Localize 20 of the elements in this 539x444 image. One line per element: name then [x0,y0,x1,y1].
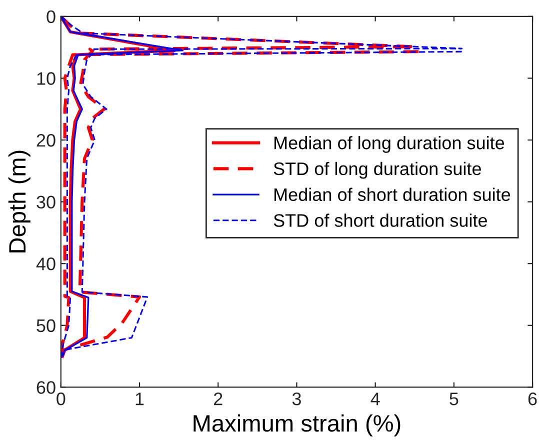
x-axis-title: Maximum strain (%) [194,414,400,436]
x-tick-label: 5 [450,392,458,406]
x-tick-label: 3 [292,392,301,406]
x-tick-label: 4 [370,392,380,406]
legend-label: STD of short duration suite [274,214,487,227]
x-tick-label: 1 [136,392,144,406]
legend-label: Median of long duration suite [274,136,504,153]
y-tick-label: 30 [36,196,56,209]
legend-label: Median of short duration suite [274,188,510,202]
y-tick-label: 40 [36,258,56,270]
y-tick-label: 50 [36,319,56,332]
y-tick-label: 20 [36,134,56,147]
y-tick-label: 0 [46,10,56,24]
x-tick-label: 2 [214,392,222,406]
x-tick-label: 0 [56,392,66,406]
x-tick-label: 6 [528,392,537,406]
y-axis-title: Depth (m) [8,150,30,252]
legend-label: STD of long duration suite [274,162,481,179]
y-tick-label: 60 [36,381,56,394]
y-tick-label: 10 [37,72,56,85]
